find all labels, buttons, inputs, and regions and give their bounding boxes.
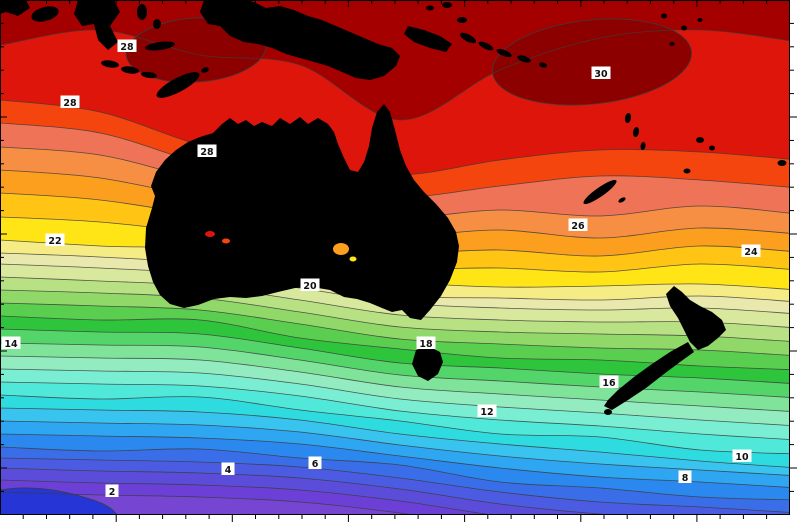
inland-water-spot: [349, 256, 357, 262]
contour-labels: 28 30 28 28 26 22 24 20 18 14 16 12 10 6 4 8 2: [1, 39, 761, 498]
contour-label-14: 14: [1, 336, 21, 350]
island: [604, 409, 612, 415]
svg-text:28: 28: [200, 147, 214, 158]
contour-label-28: 28: [117, 39, 137, 53]
island: [496, 48, 512, 58]
island: [539, 62, 547, 68]
island: [457, 17, 467, 23]
island: [709, 145, 715, 151]
contour-label-22: 22: [45, 233, 65, 247]
landmass-tasmania: [412, 346, 443, 381]
island: [683, 168, 691, 174]
island: [31, 6, 59, 22]
island: [426, 5, 434, 11]
svg-text:26: 26: [571, 221, 585, 232]
island: [681, 25, 687, 31]
svg-text:2: 2: [109, 487, 116, 498]
svg-text:6: 6: [312, 459, 319, 470]
landmasses: [0, 0, 787, 415]
island: [442, 2, 452, 8]
island: [669, 42, 675, 46]
svg-text:28: 28: [63, 98, 77, 109]
contour-label-26: 26: [568, 218, 588, 232]
contour-label-10: 10: [732, 449, 752, 463]
landmass-sulawesi: [74, 0, 120, 50]
svg-text:20: 20: [303, 281, 317, 292]
island: [156, 72, 200, 98]
svg-text:8: 8: [682, 473, 689, 484]
island: [777, 160, 787, 166]
island: [632, 127, 640, 137]
contour-label-28: 28: [197, 144, 217, 158]
island: [624, 113, 632, 123]
svg-text:10: 10: [735, 452, 749, 463]
island: [137, 4, 147, 20]
contour-label-2: 2: [105, 484, 119, 498]
island: [459, 32, 477, 44]
landmass-australia: [145, 104, 459, 320]
contour-label-4: 4: [221, 462, 235, 476]
contour-label-30: 30: [591, 66, 611, 80]
inland-water-spot: [333, 243, 349, 255]
island: [517, 55, 531, 63]
svg-text:16: 16: [602, 378, 616, 389]
island: [145, 41, 175, 51]
landmass-nz-south-island: [604, 342, 694, 410]
island: [696, 137, 704, 143]
landmass-new-britain: [404, 26, 452, 52]
svg-text:24: 24: [744, 247, 758, 258]
island: [661, 13, 667, 19]
island: [640, 142, 646, 150]
island: [141, 71, 157, 79]
contour-label-20: 20: [300, 278, 320, 292]
island: [121, 66, 139, 74]
island: [697, 18, 703, 22]
island: [201, 67, 209, 73]
island: [101, 60, 119, 68]
landmass-new-guinea: [200, 0, 400, 80]
inland-water-spot: [205, 231, 215, 237]
landmass-nz-north-island: [666, 286, 726, 350]
island: [583, 179, 617, 205]
contour-label-16: 16: [599, 375, 619, 389]
contour-label-6: 6: [308, 456, 322, 470]
island: [618, 197, 626, 203]
contour-label-18: 18: [416, 336, 436, 350]
contour-label-28: 28: [60, 95, 80, 109]
svg-text:18: 18: [419, 339, 433, 350]
svg-text:28: 28: [120, 42, 134, 53]
svg-text:22: 22: [48, 236, 61, 247]
island: [478, 41, 494, 51]
svg-text:30: 30: [594, 69, 608, 80]
inland-water-spot: [222, 238, 230, 244]
contour-label-24: 24: [741, 244, 761, 258]
landmass-borneo-corner: [0, 0, 30, 16]
island: [153, 19, 161, 29]
svg-text:12: 12: [480, 407, 493, 418]
svg-text:4: 4: [225, 465, 232, 476]
contour-label-8: 8: [678, 470, 692, 484]
contour-label-12: 12: [477, 404, 497, 418]
svg-text:14: 14: [4, 339, 18, 350]
